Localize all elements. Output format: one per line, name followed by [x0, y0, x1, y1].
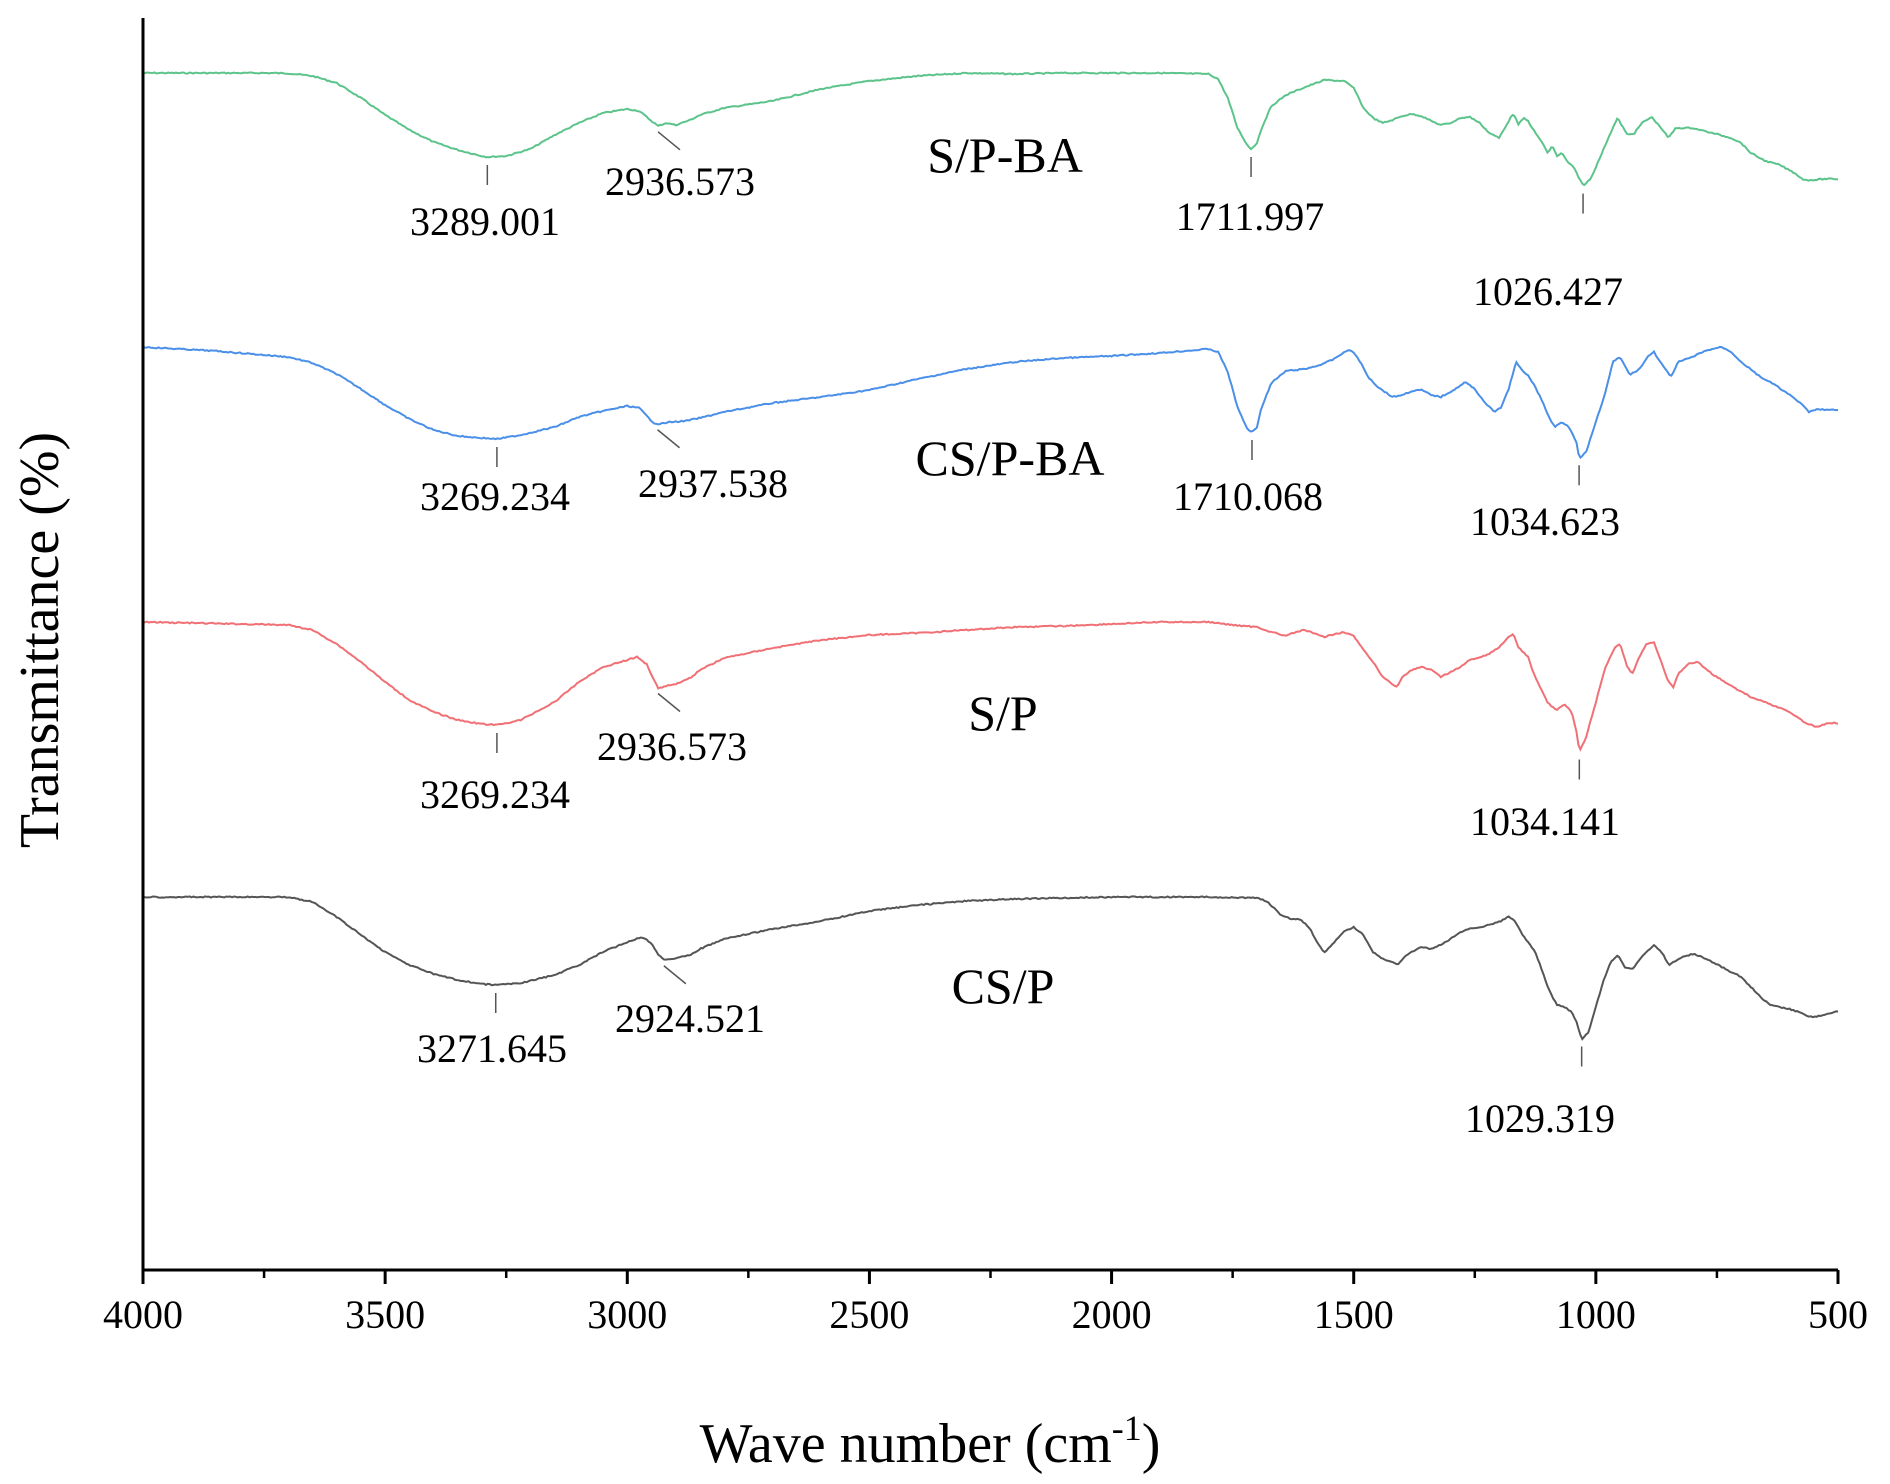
peak-label: 3289.001 [410, 199, 560, 244]
peak-leader-line [657, 131, 681, 151]
x-axis-title: Wave number (cm-1) [700, 1408, 1161, 1475]
peak-label: 2937.538 [638, 461, 788, 506]
series-label-s-p-ba: S/P-BA [927, 127, 1083, 183]
series-line-s-p [142, 620, 1839, 752]
x-tick-label: 3500 [345, 1292, 425, 1337]
peak-label: 1029.319 [1465, 1096, 1615, 1141]
peak-label: 1034.141 [1470, 799, 1620, 844]
peak-label: 1034.623 [1470, 499, 1620, 544]
plot-area: S/P-BA CS/P-BA S/P CS/P 3289.001 2936.573 1711… [142, 71, 1839, 1141]
peak-label: 3269.234 [420, 474, 570, 519]
series-label-cs-p: CS/P [952, 958, 1055, 1014]
x-tick-label: 1500 [1314, 1292, 1394, 1337]
peak-label: 2936.573 [605, 159, 755, 204]
x-tick-label: 2500 [829, 1292, 909, 1337]
peak-leader-line [657, 429, 681, 449]
series-label-cs-p-ba: CS/P-BA [916, 430, 1105, 486]
x-tick-label: 500 [1808, 1292, 1868, 1337]
peak-label: 1711.997 [1176, 194, 1325, 239]
peak-label: 2924.521 [615, 996, 765, 1041]
series-line-s-p-ba [142, 71, 1839, 187]
peak-label: 3269.234 [420, 772, 570, 817]
x-tick-label: 3000 [587, 1292, 667, 1337]
peak-label: 1026.427 [1473, 269, 1623, 314]
x-tick-label: 4000 [103, 1292, 183, 1337]
peak-label: 1710.068 [1173, 474, 1323, 519]
peak-leader-line [657, 692, 681, 713]
series-line-cs-p-ba [142, 345, 1839, 460]
peak-label: 2936.573 [597, 724, 747, 769]
series-line-cs-p [142, 895, 1839, 1041]
series-label-s-p: S/P [968, 685, 1038, 741]
x-tick-label: 1000 [1556, 1292, 1636, 1337]
peak-label: 3271.645 [417, 1026, 567, 1071]
x-tick-label: 2000 [1072, 1292, 1152, 1337]
axes: 4000 3500 3000 2500 2000 1500 1000 500 [103, 18, 1868, 1337]
peak-leader-line [663, 965, 687, 985]
y-axis-title: Transmittance (%) [9, 432, 71, 848]
